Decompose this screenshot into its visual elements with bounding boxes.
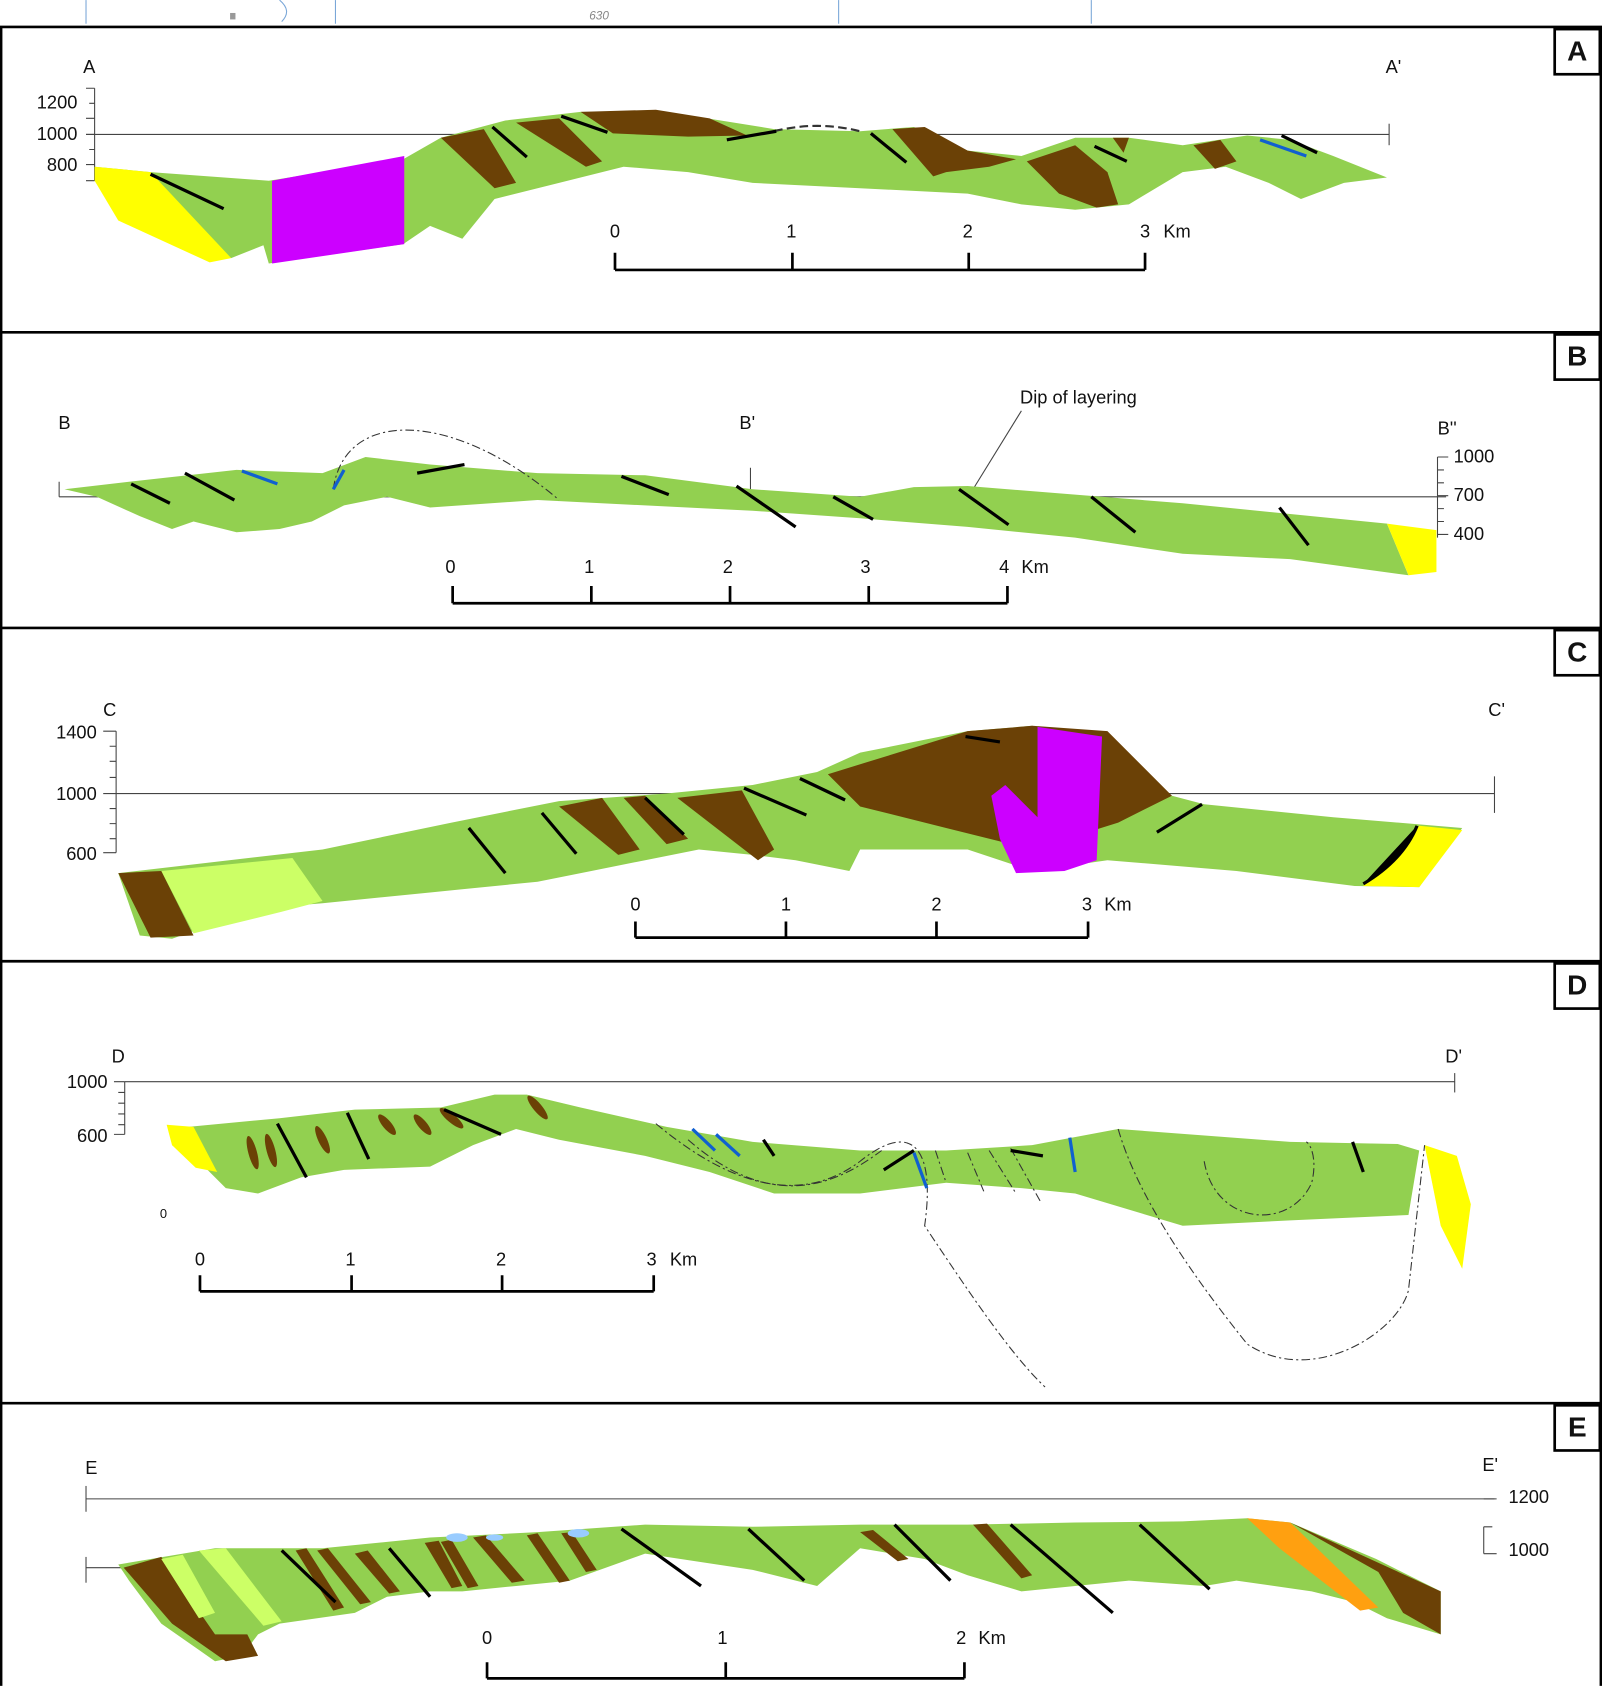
elevation-label: 1000 (67, 1071, 108, 1092)
elevation-label: 1000 (1508, 1539, 1549, 1560)
scale-unit: Km (1163, 221, 1190, 242)
map-strip: 630 (86, 0, 1091, 24)
elevation-label: 400 (1454, 523, 1484, 544)
scale-unit: Km (978, 1627, 1005, 1648)
scale-label: 3 (1140, 221, 1150, 242)
scale-label: 2 (496, 1249, 506, 1270)
panel-letter: B (1567, 341, 1587, 372)
scale-label: 1 (584, 556, 594, 577)
line-work (280, 0, 287, 22)
scale-label: 1 (786, 221, 796, 242)
panel-letter: D (1567, 970, 1587, 1001)
panel-b: B B B' B'' Dip of layering 1000 700 400 … (58, 334, 1599, 603)
rock-unit (65, 457, 1409, 575)
section-start: E (85, 1457, 97, 1478)
figure: 630 A A A' 1200 1000 800 0 1 (0, 0, 1602, 1686)
scale-label: 2 (956, 1627, 966, 1648)
line-work (103, 731, 116, 852)
scale-unit: Km (1021, 556, 1048, 577)
elevation-label: 1000 (56, 783, 97, 804)
scale-unit: Km (670, 1249, 697, 1270)
elevation-label: 1400 (56, 722, 97, 743)
scale-label: 3 (1082, 894, 1092, 915)
line-work (114, 1082, 125, 1135)
panel-c: C C C' 1400 1000 600 0 1 2 3 Km (56, 630, 1600, 939)
elevation-label: 1000 (1454, 445, 1495, 466)
box (230, 13, 235, 19)
section-start: A (83, 56, 96, 77)
scale-label: 2 (931, 894, 941, 915)
lens (446, 1533, 468, 1542)
line-work (487, 1662, 964, 1678)
elevation-label: 700 (1454, 484, 1484, 505)
scale-label: 0 (482, 1627, 492, 1648)
scale-label: 0 (445, 556, 455, 577)
panel-a: A A A' 1200 1000 800 0 1 2 3 Km (37, 29, 1600, 270)
elevation-label: 1000 (37, 123, 78, 144)
line-work (86, 88, 95, 180)
scale-label: 2 (723, 556, 733, 577)
lens (568, 1529, 590, 1538)
section-start: B (58, 412, 70, 433)
scale-label: 0 (195, 1249, 205, 1270)
elevation-label: 800 (47, 154, 77, 175)
panel-letter: C (1567, 636, 1587, 667)
elevation-label: 1200 (1508, 1486, 1549, 1507)
scale-label: 3 (646, 1249, 656, 1270)
line-work (635, 921, 1088, 937)
panel-d: D D D' 1000 600 0 0 1 2 3 Km (67, 963, 1600, 1387)
contour-label: 630 (589, 8, 609, 22)
note: 0 (160, 1206, 167, 1221)
elevation-label: 600 (66, 843, 96, 864)
section-end: D' (1445, 1045, 1462, 1066)
scale-label: 0 (610, 221, 620, 242)
scale-label: 3 (860, 556, 870, 577)
panel-letter: E (1568, 1411, 1587, 1442)
scale-unit: Km (1104, 894, 1131, 915)
panel-letter: A (1567, 35, 1587, 66)
scale-label: 1 (345, 1249, 355, 1270)
section-end: C' (1488, 699, 1505, 720)
scale-label: 1 (717, 1627, 727, 1648)
section-bend: B' (739, 412, 755, 433)
annotation: Dip of layering (1020, 386, 1137, 407)
line (973, 411, 1021, 489)
scale-label: 4 (999, 556, 1009, 577)
rock-unit (118, 1518, 1440, 1661)
rock-unit (272, 156, 404, 264)
elevation-label: 1200 (37, 92, 78, 113)
scale-label: 1 (781, 894, 791, 915)
line-work (453, 586, 1008, 603)
section-end: E' (1482, 1454, 1498, 1475)
rock-unit (188, 1095, 1419, 1226)
line-work (200, 1275, 654, 1291)
section-start: C (103, 699, 116, 720)
elevation-label: 600 (77, 1125, 107, 1146)
page: Geological cross-sections {"top_strip": … (0, 0, 1602, 1686)
line-work (615, 253, 1145, 270)
panel-e: E E E' 1200 1000 0 1 2 Km (85, 1405, 1600, 1678)
rock-unit (1425, 1145, 1471, 1269)
scale-label: 2 (963, 221, 973, 242)
scale-label: 0 (630, 894, 640, 915)
body: 630 A A A' 1200 1000 800 0 1 (0, 0, 1602, 1686)
section-start: D (112, 1045, 125, 1066)
line-work (1484, 1499, 1497, 1554)
section-end: B'' (1438, 417, 1457, 438)
section-end: A' (1386, 56, 1402, 77)
lens (486, 1534, 503, 1540)
